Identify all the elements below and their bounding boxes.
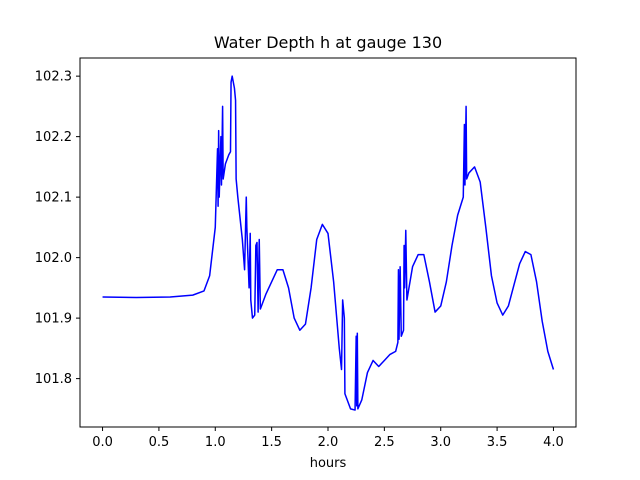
y-axis-ticks: 101.8 101.9 102.0 102.1 102.2 102.3 bbox=[35, 70, 80, 387]
x-tick-label: 1.0 bbox=[205, 435, 226, 450]
y-tick-label: 102.3 bbox=[35, 70, 72, 85]
plot-background bbox=[80, 58, 576, 427]
x-tick-label: 3.5 bbox=[487, 435, 508, 450]
plot-area bbox=[80, 58, 576, 427]
y-tick-label: 102.2 bbox=[35, 130, 72, 145]
x-tick-label: 4.0 bbox=[543, 435, 564, 450]
x-axis-title: hours bbox=[310, 456, 347, 471]
y-tick-label: 102.0 bbox=[35, 251, 72, 266]
x-tick-label: 2.0 bbox=[318, 435, 339, 450]
x-tick-label: 2.5 bbox=[374, 435, 395, 450]
y-tick-label: 101.8 bbox=[35, 372, 72, 387]
x-axis-ticks: 0.0 0.5 1.0 1.5 2.0 2.5 3.0 3.5 4.0 bbox=[92, 427, 564, 450]
x-tick-label: 1.5 bbox=[261, 435, 282, 450]
y-tick-label: 102.1 bbox=[35, 191, 72, 206]
y-tick-label: 101.9 bbox=[35, 312, 72, 327]
water-depth-series-line bbox=[102, 75, 555, 411]
x-tick-label: 3.0 bbox=[430, 435, 451, 450]
x-tick-label: 0.5 bbox=[149, 435, 170, 450]
x-tick-label: 0.0 bbox=[92, 435, 113, 450]
plot-frame bbox=[79, 57, 577, 428]
chart-title: Water Depth h at gauge 130 bbox=[214, 33, 442, 52]
